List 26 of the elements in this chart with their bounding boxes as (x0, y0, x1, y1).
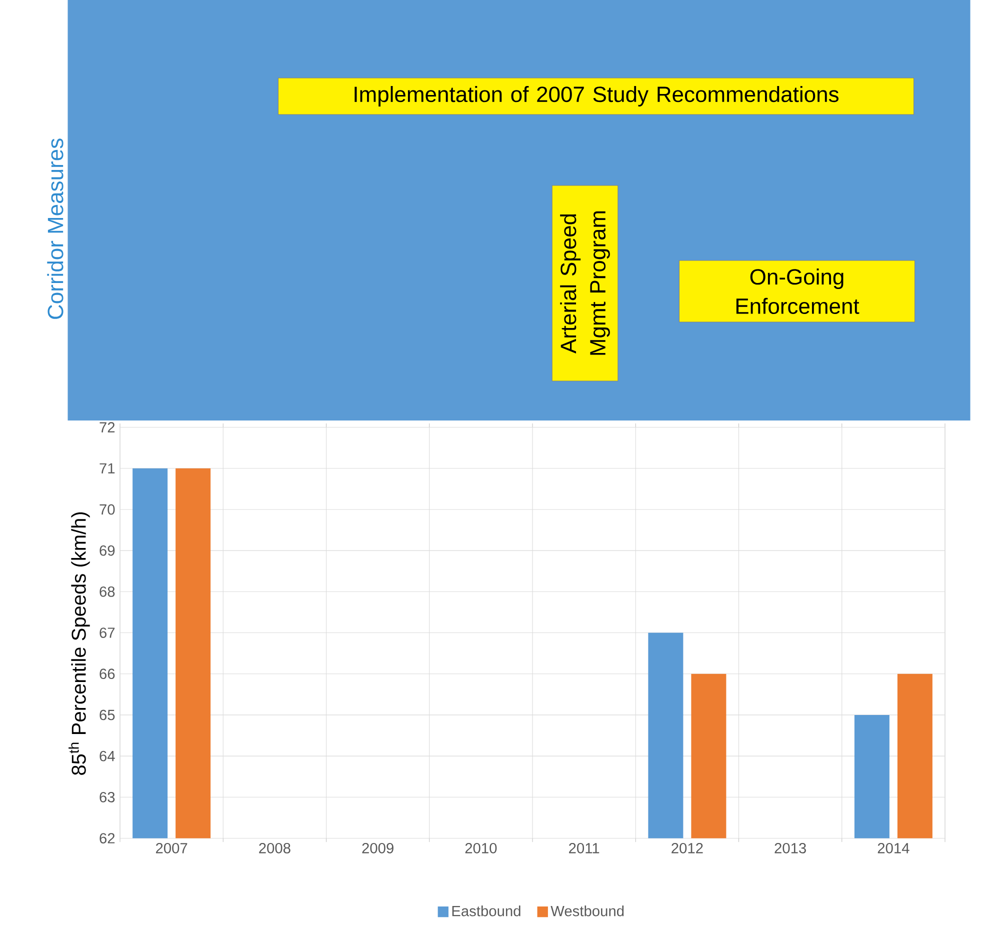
text: On-Going Enforcement (736, 268, 860, 314)
y-tick-label: 64 (100, 750, 115, 762)
y-axis-title: 85$^{th}$ Percentile Speeds (km/h) (68, 512, 90, 775)
y-tick-label: 69 (100, 545, 115, 556)
x-tick-label: 2007 (156, 842, 188, 854)
y-tick-label: 62 (100, 832, 115, 844)
text: Arterial Speed Mgmt Program (560, 211, 610, 355)
y-tick-label: 71 (100, 463, 115, 474)
legend-label: Westbound (550, 905, 624, 916)
y-tick-label: 66 (100, 668, 115, 679)
x-tick-label: 2011 (569, 842, 600, 854)
y-tick-label: 68 (100, 586, 115, 597)
text: Corridor Measures (47, 138, 64, 319)
x-tick-label: 2013 (774, 842, 806, 854)
y-tick-label: 65 (100, 710, 115, 720)
legend-label: Eastbound (452, 905, 520, 916)
x-tick-label: 2014 (878, 842, 910, 854)
y-tick-label: 72 (100, 422, 115, 432)
x-tick-label: 2008 (259, 842, 290, 854)
x-tick-label: 2009 (362, 842, 394, 854)
y-tick-label: 63 (100, 792, 115, 802)
x-tick-label: 2012 (672, 842, 703, 854)
x-tick-label: 2010 (465, 842, 497, 854)
y-tick-label: 67 (100, 627, 115, 638)
y-tick-label: 70 (100, 504, 115, 515)
text: Implementation of 2007 Study Recommendations (354, 86, 838, 106)
